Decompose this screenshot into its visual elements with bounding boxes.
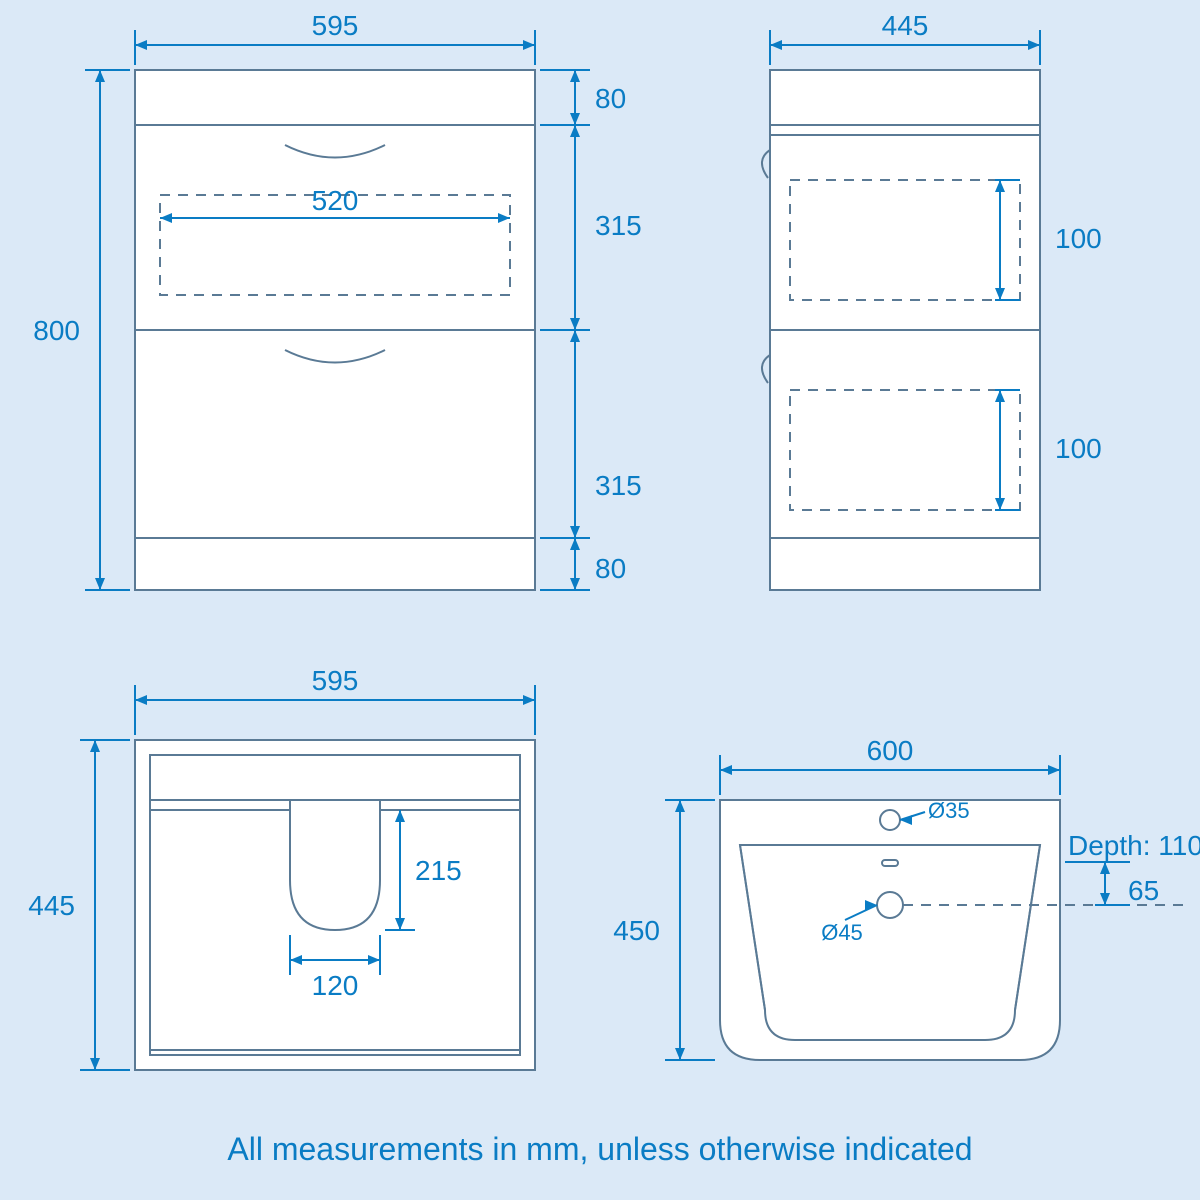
dim-cutout-width: 120 — [312, 970, 359, 1001]
dim-top-width: 595 — [312, 665, 359, 696]
dim-tap-dia: Ø35 — [928, 798, 970, 823]
dim-side-inner1: 100 — [1055, 223, 1102, 254]
dim-basin-height: 450 — [613, 915, 660, 946]
dim-front-width: 595 — [312, 10, 359, 41]
top-view: 595 445 215 120 — [28, 665, 535, 1070]
dim-basin-width: 600 — [867, 735, 914, 766]
basin-view: Ø35 Ø45 600 450 Depth: 110 65 — [613, 735, 1200, 1060]
dim-drawer2: 315 — [595, 470, 642, 501]
dim-basin-depth: Depth: 110 — [1068, 830, 1200, 861]
dim-waste-dia: Ø45 — [821, 920, 863, 945]
technical-drawing: 595 800 520 80 315 315 80 445 100 — [0, 0, 1200, 1200]
dim-cutout-depth: 215 — [415, 855, 462, 886]
dim-side-width: 445 — [882, 10, 929, 41]
dim-top-band: 80 — [595, 83, 626, 114]
dim-plinth: 80 — [595, 553, 626, 584]
dim-inner-width: 520 — [312, 185, 359, 216]
side-elevation: 445 100 100 — [762, 10, 1102, 590]
dim-basin-offset: 65 — [1128, 875, 1159, 906]
dim-side-inner2: 100 — [1055, 433, 1102, 464]
dim-top-height: 445 — [28, 890, 75, 921]
dim-drawer1: 315 — [595, 210, 642, 241]
footer-note: All measurements in mm, unless otherwise… — [227, 1131, 972, 1167]
dim-front-height: 800 — [33, 315, 80, 346]
front-elevation: 595 800 520 80 315 315 80 — [33, 10, 641, 590]
